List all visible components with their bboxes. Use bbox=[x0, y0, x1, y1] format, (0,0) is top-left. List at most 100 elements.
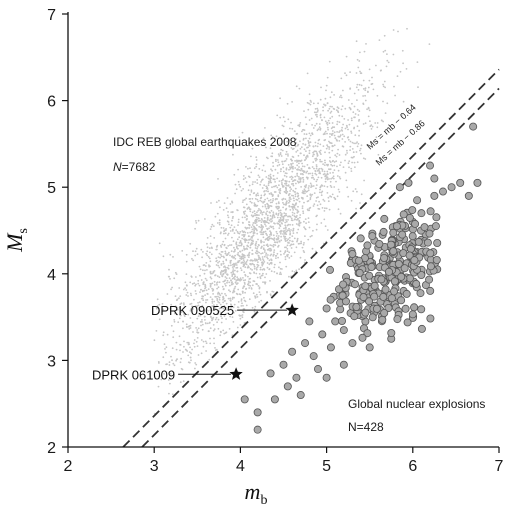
event-star-marker bbox=[285, 303, 299, 316]
earthquake-point bbox=[266, 248, 269, 251]
earthquake-point bbox=[213, 304, 215, 307]
earthquake-point bbox=[298, 169, 301, 171]
earthquake-point bbox=[237, 218, 240, 221]
earthquake-point bbox=[219, 334, 222, 337]
earthquake-point bbox=[194, 284, 197, 287]
earthquake-point bbox=[204, 287, 206, 290]
earthquake-point bbox=[171, 393, 174, 396]
earthquake-point bbox=[231, 266, 234, 268]
earthquake-point bbox=[261, 169, 264, 172]
earthquake-point bbox=[196, 337, 199, 339]
earthquake-point bbox=[243, 206, 246, 209]
earthquake-point bbox=[165, 346, 168, 349]
earthquake-point bbox=[193, 342, 195, 345]
earthquake-point bbox=[336, 152, 339, 155]
earthquake-point bbox=[196, 305, 199, 307]
earthquake-point bbox=[360, 152, 362, 155]
earthquake-point bbox=[278, 209, 280, 212]
earthquake-point bbox=[255, 268, 258, 271]
earthquake-point bbox=[264, 281, 267, 284]
earthquake-point bbox=[247, 280, 250, 283]
earthquake-point bbox=[362, 79, 365, 82]
earthquake-point bbox=[217, 327, 220, 330]
earthquake-point bbox=[216, 259, 218, 262]
earthquake-point bbox=[295, 223, 298, 225]
earthquake-point bbox=[287, 215, 290, 218]
earthquake-point bbox=[336, 195, 339, 198]
earthquake-point bbox=[200, 279, 203, 281]
earthquake-point bbox=[302, 212, 305, 215]
earthquake-point bbox=[255, 220, 257, 223]
earthquake-point bbox=[219, 303, 222, 306]
earthquake-point bbox=[224, 332, 227, 334]
earthquake-point bbox=[282, 235, 285, 238]
earthquake-point bbox=[314, 159, 317, 162]
nuclear-point bbox=[423, 238, 432, 247]
earthquake-point bbox=[281, 198, 284, 201]
earthquake-point bbox=[329, 133, 331, 135]
earthquake-point bbox=[291, 127, 294, 130]
earthquake-point bbox=[197, 354, 200, 356]
earthquake-point bbox=[322, 198, 325, 201]
earthquake-point bbox=[221, 317, 223, 320]
earthquake-point bbox=[163, 343, 166, 345]
earthquake-point bbox=[243, 261, 246, 263]
earthquake-point bbox=[221, 275, 224, 278]
earthquake-point bbox=[225, 228, 228, 230]
earthquake-point bbox=[316, 145, 319, 148]
earthquake-point bbox=[251, 147, 254, 150]
earthquake-point bbox=[288, 168, 290, 171]
nuclear-point bbox=[430, 174, 439, 183]
earthquake-point bbox=[197, 219, 200, 222]
earthquake-point bbox=[264, 282, 266, 285]
earthquake-point bbox=[242, 222, 244, 224]
earthquake-point bbox=[332, 171, 334, 174]
earthquake-point bbox=[270, 261, 273, 264]
earthquake-point bbox=[326, 172, 329, 175]
earthquake-point bbox=[173, 364, 176, 367]
earthquake-point bbox=[216, 299, 219, 302]
earthquake-point bbox=[227, 264, 230, 267]
earthquake-point bbox=[255, 228, 258, 231]
earthquake-point bbox=[213, 342, 216, 345]
earthquake-point bbox=[234, 257, 237, 260]
earthquake-point bbox=[232, 321, 235, 323]
earthquake-point bbox=[303, 171, 305, 174]
earthquake-point bbox=[347, 119, 349, 121]
earthquake-point bbox=[235, 283, 238, 285]
earthquake-point bbox=[273, 253, 275, 256]
earthquake-point bbox=[289, 231, 291, 233]
earthquake-point bbox=[359, 70, 361, 73]
earthquake-point bbox=[167, 379, 170, 381]
earthquake-point bbox=[266, 262, 269, 264]
earthquake-point bbox=[349, 88, 351, 90]
earthquake-point bbox=[249, 259, 252, 262]
earthquake-point bbox=[215, 201, 218, 204]
earthquake-point bbox=[273, 263, 276, 266]
earthquake-point bbox=[364, 99, 367, 102]
earthquake-point bbox=[333, 164, 336, 167]
earthquake-point bbox=[279, 192, 281, 195]
earthquake-point bbox=[347, 195, 350, 198]
nuclear-point bbox=[240, 395, 249, 404]
earthquake-point bbox=[331, 126, 334, 129]
x-tick-label: 7 bbox=[495, 458, 504, 475]
earthquake-point bbox=[256, 276, 259, 279]
earthquake-point bbox=[158, 303, 161, 306]
earthquake-point bbox=[269, 230, 271, 233]
nuclear-point bbox=[318, 330, 327, 339]
earthquake-point bbox=[233, 226, 236, 229]
earthquake-point bbox=[288, 138, 291, 141]
earthquake-point bbox=[286, 248, 289, 250]
earthquake-point bbox=[331, 149, 334, 152]
nuclear-point bbox=[359, 293, 368, 302]
earthquake-point bbox=[271, 169, 273, 172]
earthquake-point bbox=[303, 201, 305, 204]
earthquake-point bbox=[228, 289, 230, 292]
earthquake-point bbox=[291, 270, 294, 272]
earthquake-point bbox=[217, 261, 219, 264]
earthquake-point bbox=[327, 196, 330, 199]
earthquake-point bbox=[264, 230, 267, 233]
earthquake-point bbox=[245, 263, 248, 266]
earthquake-point bbox=[241, 314, 244, 316]
